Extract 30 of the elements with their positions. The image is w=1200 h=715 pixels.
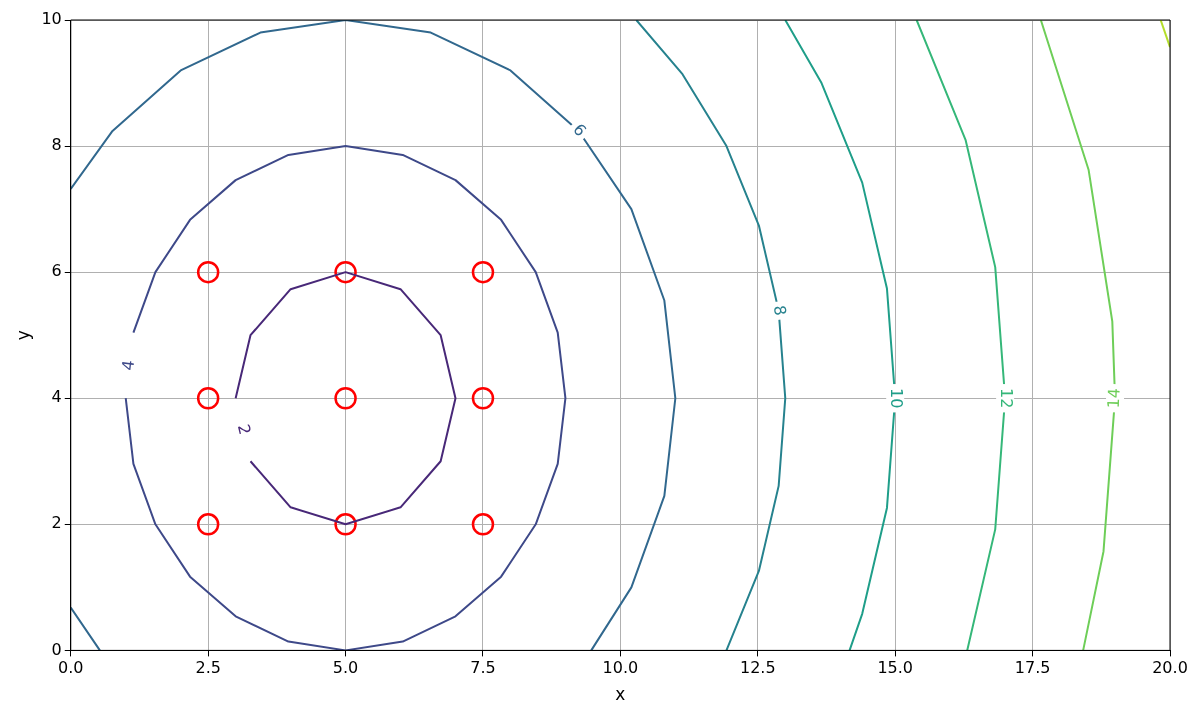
y-tick-label: 4 bbox=[51, 387, 62, 407]
point bbox=[196, 386, 220, 410]
x-tick-label: 5.0 bbox=[332, 658, 359, 678]
x-tick-label: 2.5 bbox=[195, 658, 221, 678]
point bbox=[471, 386, 495, 410]
point bbox=[334, 260, 357, 284]
x-tick-label: 15.0 bbox=[877, 658, 913, 678]
point bbox=[196, 260, 220, 284]
x-axis-title: x bbox=[615, 684, 626, 705]
series-label: 8 bbox=[769, 303, 791, 317]
y-axis-title: y bbox=[12, 330, 33, 341]
y-tick-label: 2 bbox=[51, 513, 62, 533]
y-tick-label: 8 bbox=[51, 135, 62, 155]
series-label: 6 bbox=[569, 119, 591, 141]
x-tick-label: 7.5 bbox=[470, 658, 496, 678]
text: 2 bbox=[233, 422, 255, 437]
point bbox=[471, 260, 495, 284]
point bbox=[334, 386, 357, 410]
y-tick-label: 0 bbox=[51, 639, 62, 659]
point bbox=[334, 513, 357, 536]
x-tick-label: 10.0 bbox=[602, 658, 639, 678]
y-tick-label: 10 bbox=[41, 9, 62, 29]
x-tick-label: 20.0 bbox=[1152, 658, 1188, 678]
x-tick-label: 17.5 bbox=[1014, 658, 1051, 678]
x-tick-label: 12.5 bbox=[739, 658, 776, 678]
text: 4 bbox=[118, 359, 139, 372]
x-tick-label: 0.0 bbox=[58, 658, 84, 678]
point bbox=[471, 513, 495, 536]
y-tick-label: 6 bbox=[51, 261, 62, 281]
point bbox=[196, 513, 220, 536]
